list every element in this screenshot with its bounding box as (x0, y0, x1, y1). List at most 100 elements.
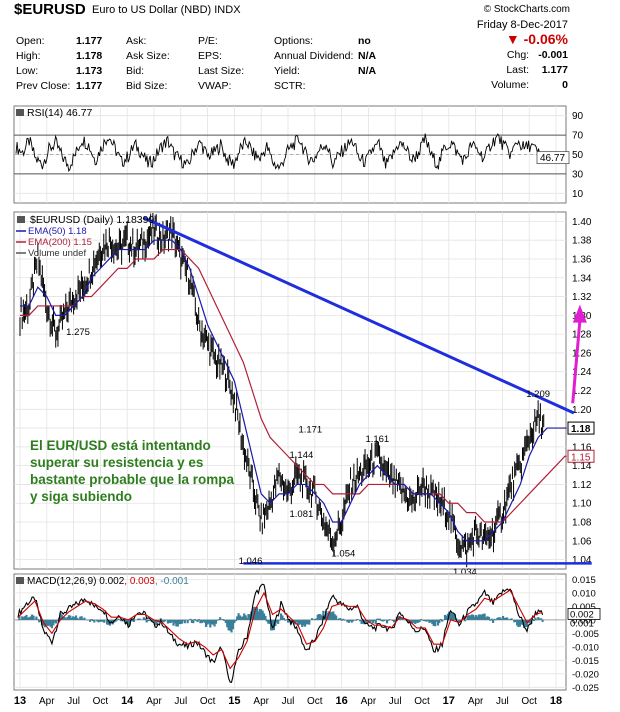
upside-arrow-shaft (571, 320, 582, 404)
rsi-y-tick: 70 (572, 131, 584, 142)
quote-label: Low: (16, 65, 39, 77)
price-y-tick: 1.12 (572, 480, 592, 491)
price-y-tick: 1.22 (572, 386, 592, 397)
price-y-tick: 1.34 (572, 273, 592, 284)
quote-label: Annual Dividend: (274, 50, 354, 62)
ema200-last-label: 1.15 (571, 452, 591, 463)
price-y-tick: 1.08 (572, 518, 592, 529)
resistance-line (142, 216, 575, 415)
macd-y-tick: -0.025 (572, 683, 599, 694)
rsi-y-tick: 50 (572, 150, 584, 161)
macd-x-tick: Oct (200, 696, 216, 707)
rsi-title-icon (16, 109, 24, 116)
quote-label: Options: (274, 35, 314, 47)
macd-signal-line (17, 589, 543, 670)
macd-hist-last-label: 0.001 (570, 618, 594, 629)
quote-value: 1.177 (541, 64, 568, 76)
macd-legend-entry: MACD(12,26,9) 0.002 (27, 576, 125, 587)
macd-y-tick: -0.005 (572, 629, 599, 640)
quote-value: 0 (562, 79, 568, 91)
upside-arrow-head (572, 304, 587, 323)
legend-entry: EMA(50) 1.18 (28, 226, 87, 237)
macd-y-tick: 0.010 (572, 588, 596, 599)
quote-right-row: Volume: 0 (491, 78, 568, 93)
macd-x-tick: Jul (67, 696, 80, 707)
rsi-y-tick: 10 (572, 189, 584, 200)
macd-y-tick: 0.015 (572, 575, 596, 586)
price-y-tick: 1.38 (572, 236, 592, 247)
quote-value: N/A (358, 50, 377, 62)
macd-y-tick: 0.005 (572, 602, 596, 613)
ema50-line (20, 239, 567, 542)
quote-value: -0.001 (538, 49, 568, 61)
macd-x-tick: Jul (174, 696, 187, 707)
price-value-label: 1.275 (66, 327, 90, 338)
quote-value: 1.177 (76, 80, 103, 92)
price-value-label: 1.034 (453, 567, 477, 578)
price-y-tick: 1.04 (572, 555, 592, 566)
price-value-label: 1.161 (365, 434, 389, 445)
price-y-tick: 1.24 (572, 367, 592, 378)
macd-last-label: 0.002 (570, 609, 594, 620)
quote-value: no (358, 35, 371, 47)
macd-legend-entry: , -0.001 (155, 576, 189, 587)
price-y-tick: 1.32 (572, 292, 592, 303)
macd-x-tick: 15 (228, 695, 240, 707)
macd-x-tick: Oct (93, 696, 109, 707)
quote-value: 1.178 (76, 50, 103, 62)
rsi-line (15, 133, 544, 173)
macd-x-tick: 13 (14, 695, 26, 707)
quote-label: Last Size: (198, 65, 245, 77)
ema200-last-box (567, 449, 595, 463)
quote-header: $EURUSD Euro to US Dollar (NBD) INDX © S… (0, 0, 620, 98)
quote-label: Last: (506, 64, 532, 76)
quote-label: Ask: (126, 35, 147, 47)
symbol-description: Euro to US Dollar (NBD) INDX (92, 4, 241, 16)
ema200-line (20, 248, 567, 523)
price-title-icon (17, 216, 25, 223)
macd-x-tick: Jul (389, 696, 402, 707)
quote-right-row: Chg: -0.001 (491, 48, 568, 63)
price-title: $EURUSD (Daily) 1.18399 (30, 214, 154, 226)
macd-x-tick: Oct (521, 696, 537, 707)
quote-right-row: Last: 1.177 (491, 63, 568, 78)
last-price-box (567, 421, 595, 435)
quote-label: Chg: (506, 49, 532, 61)
macd-y-tick: -0.010 (572, 642, 599, 653)
macd-x-tick: Apr (39, 696, 55, 707)
legend-entry: EMA(200) 1.15 (28, 237, 92, 248)
macd-last-box (567, 608, 601, 620)
annotation-note: El EUR/USD está intentando superar su re… (30, 438, 235, 504)
price-value-label: 1.081 (290, 509, 314, 520)
price-y-tick: 1.28 (572, 330, 592, 341)
rsi-last-box (536, 151, 570, 165)
quote-right-table: Chg: -0.001 Last: 1.177 Volume: 0 (491, 48, 568, 93)
macd-y-tick: 0.000 (572, 615, 596, 626)
quote-label: Bid: (126, 65, 145, 77)
price-value-label: 1.209 (526, 389, 550, 400)
macd-y-tick: -0.015 (572, 656, 599, 667)
quote-label: Yield: (274, 65, 300, 77)
change-percent: ▼ -0.06% (505, 31, 568, 47)
macd-title-icon (16, 577, 24, 584)
quote-value: 1.177 (76, 35, 103, 47)
price-y-tick: 1.20 (572, 405, 592, 416)
rsi-title: RSI(14) 46.77 (27, 107, 93, 119)
rsi-last-label: 46.77 (540, 153, 565, 164)
quote-label: High: (16, 50, 41, 62)
macd-x-tick: 16 (335, 695, 347, 707)
quote-label: VWAP: (198, 80, 232, 92)
macd-x-tick: Jul (282, 696, 295, 707)
price-y-tick: 1.14 (572, 461, 592, 472)
price-y-tick: 1.26 (572, 348, 592, 359)
quote-label: EPS: (198, 50, 222, 62)
rsi-y-tick: 90 (572, 111, 584, 122)
price-value-label: 1.144 (290, 450, 314, 461)
macd-y-tick: -0.020 (572, 669, 599, 680)
price-y-tick: 1.36 (572, 254, 592, 265)
macd-x-tick: Apr (361, 696, 377, 707)
macd-x-tick: Apr (146, 696, 162, 707)
price-y-tick: 1.16 (572, 442, 592, 453)
macd-x-tick: Apr (468, 696, 484, 707)
